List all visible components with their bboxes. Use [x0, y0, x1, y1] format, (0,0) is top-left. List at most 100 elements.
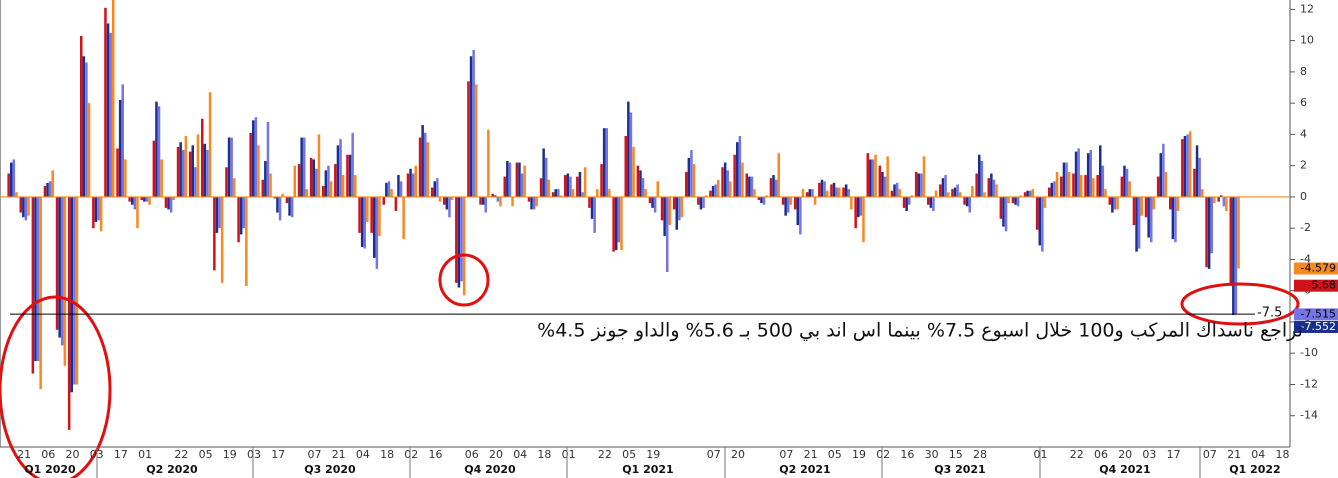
- bar: [944, 175, 947, 197]
- bar: [278, 196, 282, 221]
- bar: [1174, 196, 1177, 243]
- bar: [632, 146, 635, 197]
- bar: [941, 178, 945, 197]
- bar: [208, 92, 212, 197]
- bar: [1086, 153, 1090, 197]
- bar: [506, 160, 509, 197]
- bar: [1164, 171, 1168, 197]
- bar: [55, 196, 59, 330]
- bar: [104, 7, 107, 197]
- bar: [375, 196, 379, 269]
- bar: [1169, 196, 1172, 210]
- x-tick-label: 18: [380, 448, 394, 461]
- bar: [823, 181, 826, 197]
- bar: [421, 125, 424, 197]
- bar: [859, 196, 863, 216]
- value-label: -7.552: [1301, 320, 1336, 333]
- bar: [1072, 173, 1075, 197]
- bar: [80, 35, 83, 197]
- x-tick-label: 07: [707, 448, 721, 461]
- bar: [1128, 181, 1131, 197]
- bar: [992, 179, 996, 197]
- bar: [10, 162, 13, 197]
- bar: [19, 196, 22, 213]
- bar: [327, 165, 330, 197]
- bar: [75, 196, 79, 385]
- bar: [886, 156, 889, 197]
- x-tick-label: 16: [900, 448, 914, 461]
- bar: [1004, 196, 1008, 232]
- bar: [237, 196, 240, 243]
- x-tick-label: 01: [562, 448, 576, 461]
- bar: [927, 196, 930, 205]
- bar: [1183, 135, 1187, 197]
- bar: [508, 162, 512, 197]
- bar: [1074, 151, 1078, 197]
- bar: [143, 196, 146, 202]
- bar: [409, 168, 412, 197]
- bar: [953, 187, 957, 197]
- bar: [370, 196, 373, 233]
- bar: [82, 56, 86, 197]
- bar: [373, 196, 376, 258]
- bar: [194, 167, 197, 197]
- bar: [963, 196, 966, 205]
- bar: [1181, 139, 1184, 197]
- bar: [1188, 131, 1192, 197]
- bar: [709, 190, 712, 197]
- bar: [385, 182, 388, 197]
- bar: [15, 192, 18, 197]
- bar: [922, 156, 926, 197]
- bar: [748, 176, 751, 197]
- y-tick-label: 2: [1300, 159, 1307, 172]
- bar: [1092, 178, 1095, 197]
- x-tick-label: 06: [1094, 448, 1108, 461]
- bar: [588, 196, 591, 208]
- bar: [605, 128, 608, 197]
- bar: [99, 196, 103, 232]
- bar: [1232, 196, 1235, 315]
- bar: [131, 196, 134, 205]
- x-tick-label: 05: [199, 448, 213, 461]
- bar: [1152, 196, 1156, 210]
- bar: [472, 50, 475, 197]
- bar: [692, 164, 696, 197]
- bar: [557, 189, 560, 197]
- bar: [983, 192, 986, 197]
- bar: [1237, 196, 1240, 269]
- bar: [63, 196, 67, 366]
- bar: [152, 140, 156, 197]
- bar: [414, 165, 417, 197]
- bar: [73, 196, 76, 385]
- bar: [67, 196, 71, 430]
- bar: [351, 132, 354, 197]
- bar: [765, 195, 768, 197]
- bar: [750, 176, 754, 197]
- bar: [273, 196, 277, 199]
- bar: [971, 185, 974, 197]
- bar: [811, 189, 814, 197]
- bar: [31, 196, 35, 374]
- bar: [745, 173, 748, 197]
- bar: [184, 135, 188, 197]
- bar: [559, 195, 563, 197]
- bar: [844, 184, 848, 197]
- bar: [1225, 196, 1228, 211]
- bar: [233, 178, 236, 197]
- bar: [914, 171, 918, 197]
- bar: [322, 185, 325, 197]
- bar: [169, 196, 173, 213]
- bar: [799, 196, 802, 235]
- bar: [354, 175, 357, 197]
- bar: [874, 154, 877, 197]
- bar: [324, 170, 328, 197]
- bar: [801, 189, 805, 197]
- bar: [820, 179, 824, 197]
- bar: [796, 196, 799, 226]
- bar: [266, 121, 270, 197]
- bar: [680, 196, 684, 218]
- bar: [990, 173, 993, 197]
- x-tick-label: 06: [41, 448, 55, 461]
- bar: [917, 173, 920, 197]
- bar: [762, 196, 766, 205]
